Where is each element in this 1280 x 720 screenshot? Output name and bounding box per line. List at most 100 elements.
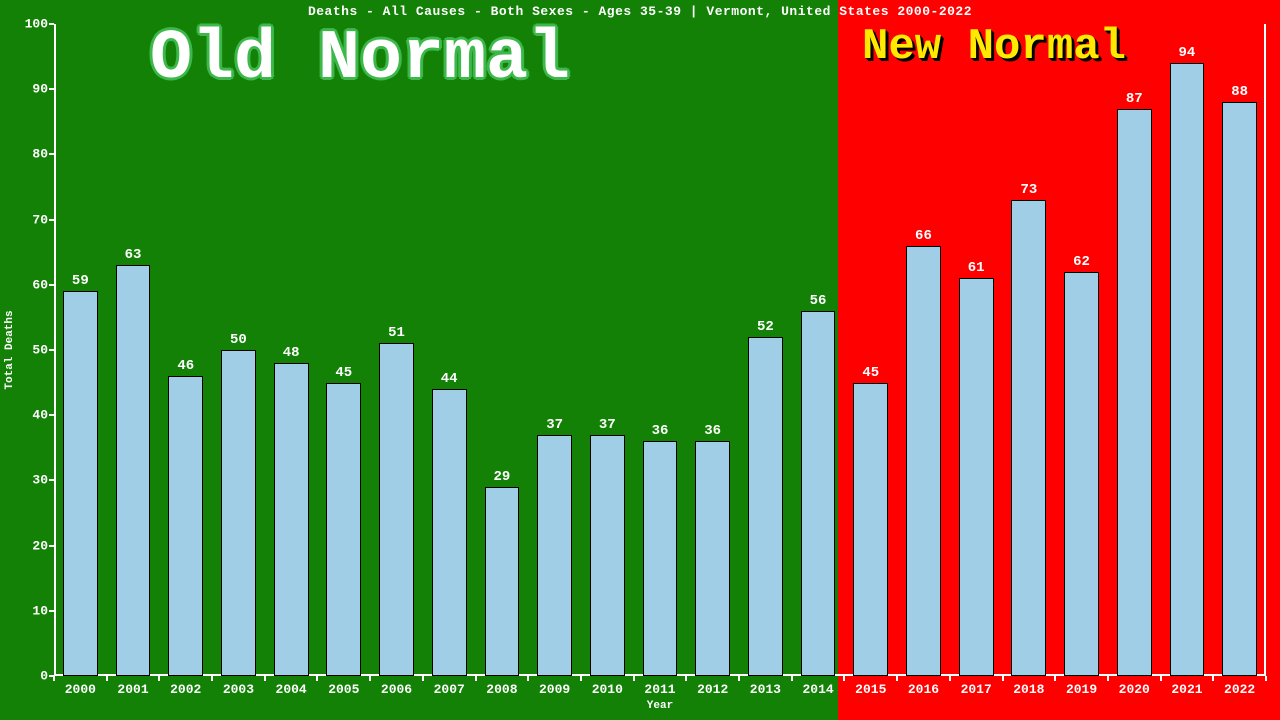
y-tick-mark xyxy=(49,23,54,25)
y-tick-label: 50 xyxy=(32,343,48,358)
bar: 29 xyxy=(485,487,520,676)
y-axis-title: Total Deaths xyxy=(4,310,16,389)
x-tick-label: 2014 xyxy=(802,682,833,697)
bar-value-label: 48 xyxy=(283,345,300,361)
bar-value-label: 46 xyxy=(177,358,194,374)
x-tick-mark xyxy=(896,676,898,681)
bar: 45 xyxy=(326,383,361,676)
bar: 37 xyxy=(590,435,625,676)
x-tick-mark xyxy=(1002,676,1004,681)
bar-value-label: 45 xyxy=(862,365,879,381)
x-tick-mark xyxy=(264,676,266,681)
bar: 73 xyxy=(1011,200,1046,676)
y-tick-label: 30 xyxy=(32,473,48,488)
x-tick-mark xyxy=(1265,676,1267,681)
bar-value-label: 73 xyxy=(1020,182,1037,198)
x-tick-label: 2022 xyxy=(1224,682,1255,697)
x-tick-label: 2019 xyxy=(1066,682,1097,697)
x-tick-mark xyxy=(106,676,108,681)
y-tick-label: 70 xyxy=(32,212,48,227)
bar: 61 xyxy=(959,278,994,676)
bar-value-label: 87 xyxy=(1126,91,1143,107)
y-tick-mark xyxy=(49,284,54,286)
bar-value-label: 59 xyxy=(72,273,89,289)
x-tick-mark xyxy=(158,676,160,681)
y-tick-label: 0 xyxy=(40,669,48,684)
y-tick-label: 90 xyxy=(32,82,48,97)
x-tick-label: 2002 xyxy=(170,682,201,697)
x-tick-mark xyxy=(1054,676,1056,681)
x-tick-label: 2020 xyxy=(1119,682,1150,697)
y-tick-mark xyxy=(49,610,54,612)
bar: 59 xyxy=(63,291,98,676)
bar-value-label: 61 xyxy=(968,260,985,276)
bar-value-label: 51 xyxy=(388,325,405,341)
bar: 36 xyxy=(695,441,730,676)
x-tick-label: 2004 xyxy=(276,682,307,697)
bar: 36 xyxy=(643,441,678,676)
x-tick-mark xyxy=(1160,676,1162,681)
y-tick-mark xyxy=(49,219,54,221)
bar-value-label: 56 xyxy=(810,293,827,309)
x-tick-label: 2013 xyxy=(750,682,781,697)
x-tick-mark xyxy=(843,676,845,681)
bar-value-label: 36 xyxy=(652,423,669,439)
y-tick-mark xyxy=(49,414,54,416)
x-tick-mark xyxy=(738,676,740,681)
x-tick-label: 2015 xyxy=(855,682,886,697)
x-tick-mark xyxy=(211,676,213,681)
x-tick-label: 2000 xyxy=(65,682,96,697)
x-tick-label: 2001 xyxy=(117,682,148,697)
y-tick-mark xyxy=(49,88,54,90)
bar: 87 xyxy=(1117,109,1152,676)
bar: 52 xyxy=(748,337,783,676)
x-tick-mark xyxy=(527,676,529,681)
y-axis-right xyxy=(1264,24,1266,676)
bar: 88 xyxy=(1222,102,1257,676)
x-tick-label: 2006 xyxy=(381,682,412,697)
y-tick-label: 40 xyxy=(32,408,48,423)
bar-value-label: 29 xyxy=(493,469,510,485)
x-tick-label: 2012 xyxy=(697,682,728,697)
bar-value-label: 66 xyxy=(915,228,932,244)
plot-area: 0102030405060708090100Total Deaths200059… xyxy=(54,24,1266,676)
bar-value-label: 88 xyxy=(1231,84,1248,100)
x-tick-mark xyxy=(949,676,951,681)
bar: 63 xyxy=(116,265,151,676)
y-axis-left xyxy=(54,24,56,676)
x-tick-mark xyxy=(369,676,371,681)
bar: 44 xyxy=(432,389,467,676)
bar-value-label: 37 xyxy=(546,417,563,433)
bar: 66 xyxy=(906,246,941,676)
chart-canvas: Deaths - All Causes - Both Sexes - Ages … xyxy=(0,0,1280,720)
y-tick-label: 10 xyxy=(32,603,48,618)
bar: 45 xyxy=(853,383,888,676)
y-tick-label: 80 xyxy=(32,147,48,162)
bar: 50 xyxy=(221,350,256,676)
bar-value-label: 36 xyxy=(704,423,721,439)
bar: 62 xyxy=(1064,272,1099,676)
x-tick-label: 2011 xyxy=(644,682,675,697)
x-tick-label: 2021 xyxy=(1171,682,1202,697)
x-tick-mark xyxy=(580,676,582,681)
x-tick-mark xyxy=(633,676,635,681)
bar: 51 xyxy=(379,343,414,676)
y-tick-label: 60 xyxy=(32,277,48,292)
x-tick-mark xyxy=(1107,676,1109,681)
bar: 46 xyxy=(168,376,203,676)
bar-value-label: 63 xyxy=(125,247,142,263)
y-tick-mark xyxy=(49,349,54,351)
y-tick-label: 20 xyxy=(32,538,48,553)
x-tick-label: 2018 xyxy=(1013,682,1044,697)
x-tick-label: 2017 xyxy=(961,682,992,697)
x-tick-mark xyxy=(685,676,687,681)
x-axis-title: Year xyxy=(647,700,673,712)
bar-value-label: 62 xyxy=(1073,254,1090,270)
bar-value-label: 37 xyxy=(599,417,616,433)
x-tick-label: 2009 xyxy=(539,682,570,697)
x-tick-label: 2010 xyxy=(592,682,623,697)
x-tick-mark xyxy=(475,676,477,681)
chart-title: Deaths - All Causes - Both Sexes - Ages … xyxy=(0,4,1280,19)
bar: 94 xyxy=(1170,63,1205,676)
x-tick-mark xyxy=(316,676,318,681)
